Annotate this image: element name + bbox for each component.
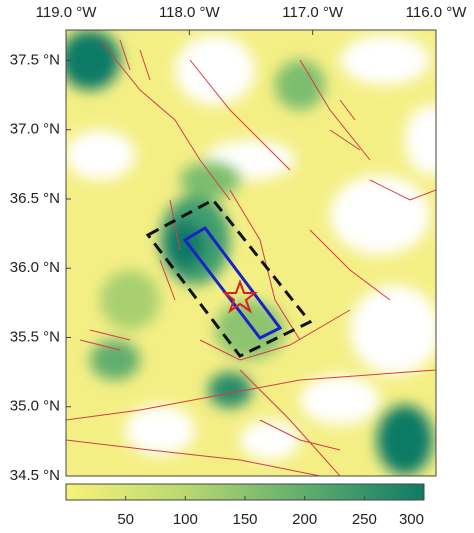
lat-tick-label: 36.5 °N <box>10 190 60 207</box>
colorbar-tick-label: 300 <box>399 511 424 528</box>
heatmap <box>66 30 436 476</box>
lon-tick-label: 116.0 °W <box>406 4 468 21</box>
lat-tick-label: 34.5 °N <box>10 467 60 484</box>
lat-tick-label: 37.0 °N <box>10 121 60 138</box>
lat-tick-label: 36.0 °N <box>10 259 60 276</box>
fault-rectangle <box>182 226 283 340</box>
lat-tick-label: 35.0 °N <box>10 398 60 415</box>
lat-tick-label: 37.5 °N <box>10 51 60 68</box>
dashed-box <box>145 198 313 358</box>
colorbar-tick-label: 150 <box>232 511 257 528</box>
lon-tick-label: 117.0 °W <box>282 4 344 21</box>
colorbar-tick-label: 50 <box>117 511 134 528</box>
map-frame <box>65 29 437 477</box>
colorbar-tick-label: 200 <box>292 511 317 528</box>
colorbar-tick-label: 250 <box>352 511 377 528</box>
colorbar-tick-label: 100 <box>173 511 198 528</box>
lon-tick-label: 119.0 °W <box>36 4 98 21</box>
epicenter-star <box>222 279 258 314</box>
lon-tick-label: 118.0 °W <box>159 4 221 21</box>
lat-tick-label: 35.5 °N <box>10 328 60 345</box>
